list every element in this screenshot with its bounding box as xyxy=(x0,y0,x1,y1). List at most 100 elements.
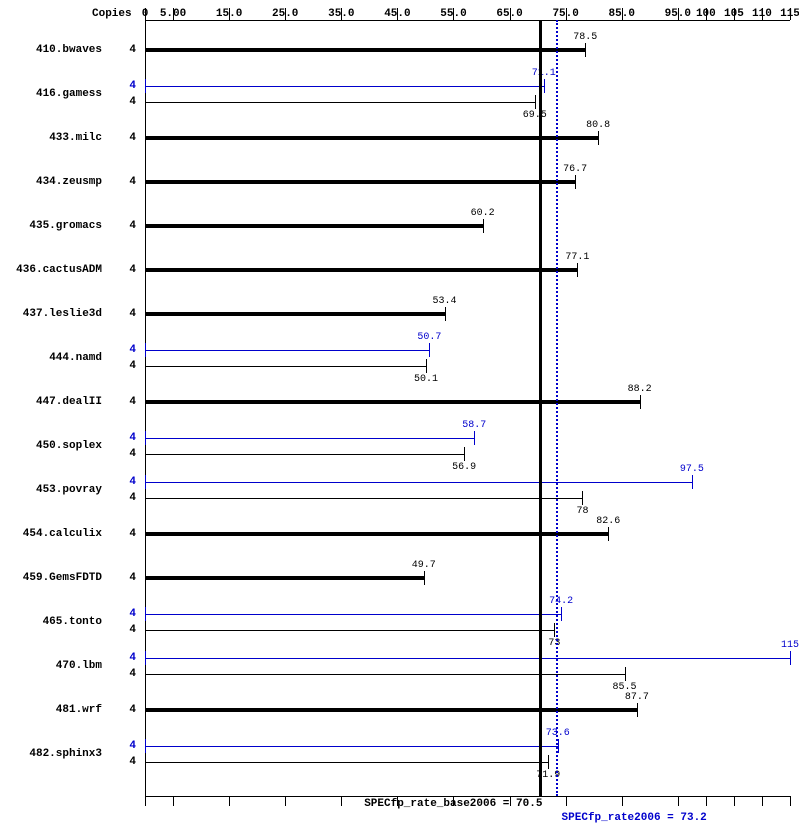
bar-end-cap xyxy=(598,131,599,145)
copies-value: 4 xyxy=(129,360,136,372)
copies-value: 4 xyxy=(129,740,136,752)
copies-value: 4 xyxy=(129,572,136,584)
copies-value: 4 xyxy=(129,396,136,408)
benchmark-name: 470.lbm xyxy=(56,660,102,672)
bar-end-cap xyxy=(474,431,475,445)
axis-tick xyxy=(678,8,679,20)
bottom-axis-tick xyxy=(145,796,146,806)
bar-value-label: 50.1 xyxy=(414,374,438,385)
axis-tick xyxy=(762,8,763,20)
copies-value: 4 xyxy=(129,344,136,356)
copies-value: 4 xyxy=(129,756,136,768)
base-bar xyxy=(145,312,445,316)
bottom-axis-tick xyxy=(706,796,707,806)
copies-value: 4 xyxy=(129,608,136,620)
axis-tick xyxy=(510,8,511,20)
bar-end-cap xyxy=(464,447,465,461)
bar-end-cap xyxy=(424,571,425,585)
bar-value-label: 115 xyxy=(781,640,799,651)
bar-end-cap xyxy=(483,219,484,233)
benchmark-name: 434.zeusmp xyxy=(36,176,102,188)
bar-end-cap xyxy=(426,359,427,373)
bar-value-label: 56.9 xyxy=(452,462,476,473)
axis-tick xyxy=(453,8,454,20)
base-bar xyxy=(145,366,426,367)
axis-tick xyxy=(173,8,174,20)
benchmark-name: 437.leslie3d xyxy=(23,308,102,320)
copies-value: 4 xyxy=(129,432,136,444)
copies-value: 4 xyxy=(129,624,136,636)
axis-tick xyxy=(622,8,623,20)
base-bar xyxy=(145,630,554,631)
axis-tick xyxy=(790,8,791,20)
copies-value: 4 xyxy=(129,652,136,664)
bar-value-label: 76.7 xyxy=(563,164,587,175)
benchmark-name: 416.gamess xyxy=(36,88,102,100)
bar-value-label: 74.2 xyxy=(549,596,573,607)
bar-end-cap xyxy=(575,175,576,189)
base-bar xyxy=(145,224,483,228)
bar-end-cap xyxy=(585,43,586,57)
bar-value-label: 80.8 xyxy=(586,120,610,131)
bar-value-label: 50.7 xyxy=(417,332,441,343)
bottom-axis-tick xyxy=(566,796,567,806)
peak-bar xyxy=(145,350,429,351)
base-bar xyxy=(145,268,577,272)
axis-tick xyxy=(229,8,230,20)
axis-tick xyxy=(397,8,398,20)
bar-value-label: 88.2 xyxy=(628,384,652,395)
base-bar xyxy=(145,454,464,455)
bar-value-label: 49.7 xyxy=(412,560,436,571)
bar-end-cap xyxy=(445,307,446,321)
bar-end-cap xyxy=(790,651,791,665)
copies-value: 4 xyxy=(129,528,136,540)
peak-bar xyxy=(145,614,561,615)
base-bar xyxy=(145,102,535,103)
base-bar xyxy=(145,674,625,675)
bar-value-label: 82.6 xyxy=(596,516,620,527)
peak-bar xyxy=(145,482,692,483)
bar-end-cap xyxy=(582,491,583,505)
copies-value: 4 xyxy=(129,448,136,460)
bottom-axis-tick xyxy=(622,796,623,806)
copies-value: 4 xyxy=(129,220,136,232)
bar-end-cap xyxy=(640,395,641,409)
top-axis-line xyxy=(145,20,790,21)
axis-tick xyxy=(566,8,567,20)
bar-value-label: 87.7 xyxy=(625,692,649,703)
benchmark-name: 444.namd xyxy=(49,352,102,364)
ref-line-base xyxy=(539,20,542,796)
peak-bar xyxy=(145,438,474,439)
bottom-axis-tick xyxy=(285,796,286,806)
benchmark-name: 481.wrf xyxy=(56,704,102,716)
ref-line-peak xyxy=(556,20,558,796)
bar-value-label: 73.6 xyxy=(546,728,570,739)
bar-end-cap xyxy=(429,343,430,357)
bottom-axis-tick xyxy=(762,796,763,806)
peak-bar xyxy=(145,658,790,659)
axis-tick xyxy=(734,8,735,20)
base-bar xyxy=(145,708,637,712)
base-bar xyxy=(145,498,582,499)
copies-header: Copies xyxy=(92,8,132,20)
copies-value: 4 xyxy=(129,176,136,188)
copies-value: 4 xyxy=(129,44,136,56)
bottom-axis-tick xyxy=(341,796,342,806)
bar-value-label: 73 xyxy=(548,638,560,649)
bar-end-cap xyxy=(637,703,638,717)
bar-end-cap xyxy=(577,263,578,277)
copies-value: 4 xyxy=(129,80,136,92)
benchmark-name: 410.bwaves xyxy=(36,44,102,56)
axis-tick xyxy=(341,8,342,20)
bar-end-cap xyxy=(544,79,545,93)
base-bar xyxy=(145,136,598,140)
bar-end-cap xyxy=(558,739,559,753)
bar-end-cap xyxy=(692,475,693,489)
bottom-axis-tick xyxy=(734,796,735,806)
benchmark-name: 433.milc xyxy=(49,132,102,144)
benchmark-name: 450.soplex xyxy=(36,440,102,452)
bottom-axis-tick xyxy=(790,796,791,806)
bar-end-cap xyxy=(608,527,609,541)
benchmark-name: 465.tonto xyxy=(43,616,102,628)
bar-value-label: 58.7 xyxy=(462,420,486,431)
